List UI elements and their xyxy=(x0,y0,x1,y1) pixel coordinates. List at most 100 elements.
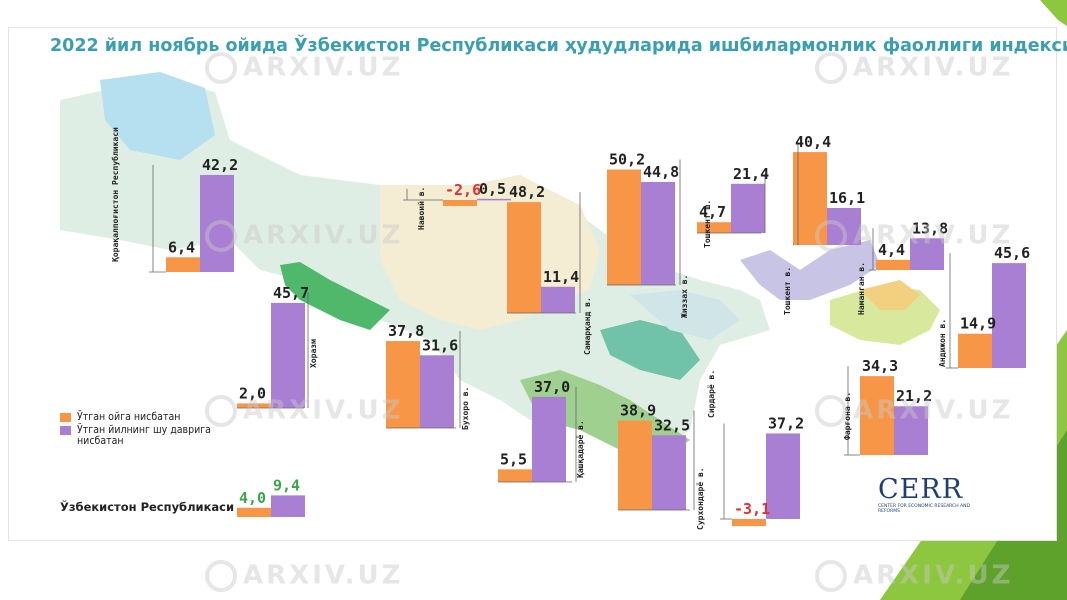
bar-yoy xyxy=(910,238,944,270)
bar-yoy xyxy=(641,181,675,285)
green-tab xyxy=(1040,0,1067,26)
bar-yoy xyxy=(532,396,566,482)
magnifier-icon xyxy=(815,395,847,427)
value-label-mom: 50,2 xyxy=(609,151,645,169)
value-label-yoy: 44,8 xyxy=(643,163,679,181)
region-label: Навоий в. xyxy=(417,187,426,230)
value-label-mom: 4,7 xyxy=(699,203,726,221)
region-label: Андижон в. xyxy=(938,319,947,367)
legend: Ўтган ойга нисбатан Ўтган йилнинг шу дав… xyxy=(60,412,217,449)
bar-yoy xyxy=(652,435,686,510)
legend-label-mom: Ўтган ойга нисбатан xyxy=(77,411,181,423)
bar-national-mom xyxy=(237,507,271,517)
bar-national-yoy xyxy=(271,495,305,517)
watermark: ARXIV.UZ xyxy=(815,52,1013,84)
value-label-yoy: 21,4 xyxy=(733,165,769,183)
bar-yoy xyxy=(992,263,1026,368)
region-label: Қашқадарё в. xyxy=(576,420,585,478)
value-label-yoy: 45,6 xyxy=(994,244,1030,262)
value-label-yoy: 16,1 xyxy=(829,189,865,207)
value-label-yoy: 45,7 xyxy=(273,284,309,302)
value-label-yoy: 13,8 xyxy=(912,219,948,237)
value-label-mom: 5,5 xyxy=(500,450,527,468)
magnifier-icon xyxy=(815,52,847,84)
bar-mom xyxy=(732,519,766,527)
labels-layer: 6,4 42,2 Қорақалпоғистон Республикаси -2,60… xyxy=(110,127,1030,530)
value-label-mom: 14,9 xyxy=(960,315,996,333)
value-label-mom: 34,3 xyxy=(862,357,898,375)
value-label-yoy: 32,5 xyxy=(654,416,690,434)
bars-layer xyxy=(149,142,1026,527)
region-label: Тошкент ш. xyxy=(703,200,712,248)
value-label-yoy: 42,2 xyxy=(202,156,238,174)
logo-text: CERR xyxy=(878,474,964,505)
bar-mom xyxy=(166,257,200,272)
magnifier-icon xyxy=(205,560,237,592)
bar-mom xyxy=(958,333,992,368)
cerr-logo: CERR CENTER FOR ECONOMIC RESEARCH AND RE… xyxy=(878,476,990,516)
bar-mom xyxy=(386,341,420,428)
watermark: ARXIV.UZ xyxy=(205,220,403,252)
bar-yoy xyxy=(731,183,765,233)
watermark: ARXIV.UZ xyxy=(205,52,403,84)
legend-swatch-orange xyxy=(60,413,71,422)
region-label: Самарқанд в. xyxy=(583,297,592,355)
legend-item-mom: Ўтган ойга нисбатан xyxy=(60,412,217,423)
value-label-yoy: 0,5 xyxy=(479,180,506,198)
legend-label-yoy: Ўтган йилнинг шу даврига нисбатан xyxy=(77,424,211,447)
watermark: ARXIV.UZ xyxy=(815,395,1013,427)
region-label: Фарғона в. xyxy=(843,392,852,440)
bar-mom xyxy=(860,376,894,455)
value-label-mom: 38,9 xyxy=(620,402,656,420)
region-label: Наманган в. xyxy=(857,262,866,315)
map-samarkand xyxy=(600,320,700,380)
value-label-national-yoy: 9,4 xyxy=(273,476,300,494)
watermark: ARXIV.UZ xyxy=(815,560,1013,592)
aral-sea xyxy=(100,72,215,160)
magnifier-icon xyxy=(815,220,847,252)
watermark: ARXIV.UZ xyxy=(205,395,403,427)
bar-yoy xyxy=(766,433,800,519)
bar-yoy xyxy=(420,355,454,428)
value-label-mom: 48,2 xyxy=(509,183,545,201)
bar-mom xyxy=(876,259,910,270)
map-jizzakh xyxy=(630,290,740,340)
legend-swatch-purple xyxy=(60,426,71,435)
region-label: Тошкент в. xyxy=(783,267,792,315)
magnifier-icon xyxy=(205,220,237,252)
value-label-mom: 6,4 xyxy=(168,238,195,256)
bar-yoy xyxy=(894,406,928,455)
bar-mom xyxy=(607,169,641,285)
watermark: ARXIV.UZ xyxy=(815,220,1013,252)
value-label-yoy: 21,2 xyxy=(896,387,932,405)
value-label-mom: 4,4 xyxy=(878,241,905,259)
value-label-national-mom: 4,0 xyxy=(239,489,266,507)
value-label-mom: 40,4 xyxy=(795,133,831,151)
region-label: Сирдарё в. xyxy=(707,370,716,418)
watermark: ARXIV.UZ xyxy=(205,560,403,592)
bar-mom xyxy=(237,403,271,408)
magnifier-icon xyxy=(205,52,237,84)
logo-subtext: CENTER FOR ECONOMIC RESEARCH AND REFORMS xyxy=(878,504,970,514)
value-label-yoy: 37,2 xyxy=(768,414,804,432)
value-label-mom: -3,1 xyxy=(734,500,770,518)
bar-mom xyxy=(443,200,477,206)
region-label: Хоразм xyxy=(309,339,318,368)
bar-yoy xyxy=(477,198,511,201)
bar-mom xyxy=(697,222,731,233)
region-label: Қорақалпоғистон Республикаси xyxy=(110,127,120,262)
bar-mom xyxy=(618,420,652,510)
region-label: Жиззах в. xyxy=(680,275,689,318)
value-label-mom: 2,0 xyxy=(239,384,266,402)
value-label-yoy: 37,0 xyxy=(534,378,570,396)
value-label-mom: 37,8 xyxy=(388,322,424,340)
value-label-mom: -2,6 xyxy=(445,181,481,199)
bar-mom xyxy=(507,202,541,313)
bar-yoy xyxy=(541,286,575,313)
legend-item-yoy: Ўтган йилнинг шу даврига нисбатан xyxy=(60,425,217,447)
map-namangan xyxy=(860,280,920,310)
chart-title: 2022 йил ноябрь ойида Ўзбекистон Республ… xyxy=(50,36,1067,56)
region-label: Сурхондарё в. xyxy=(696,467,705,530)
map-tashkent xyxy=(740,240,880,300)
